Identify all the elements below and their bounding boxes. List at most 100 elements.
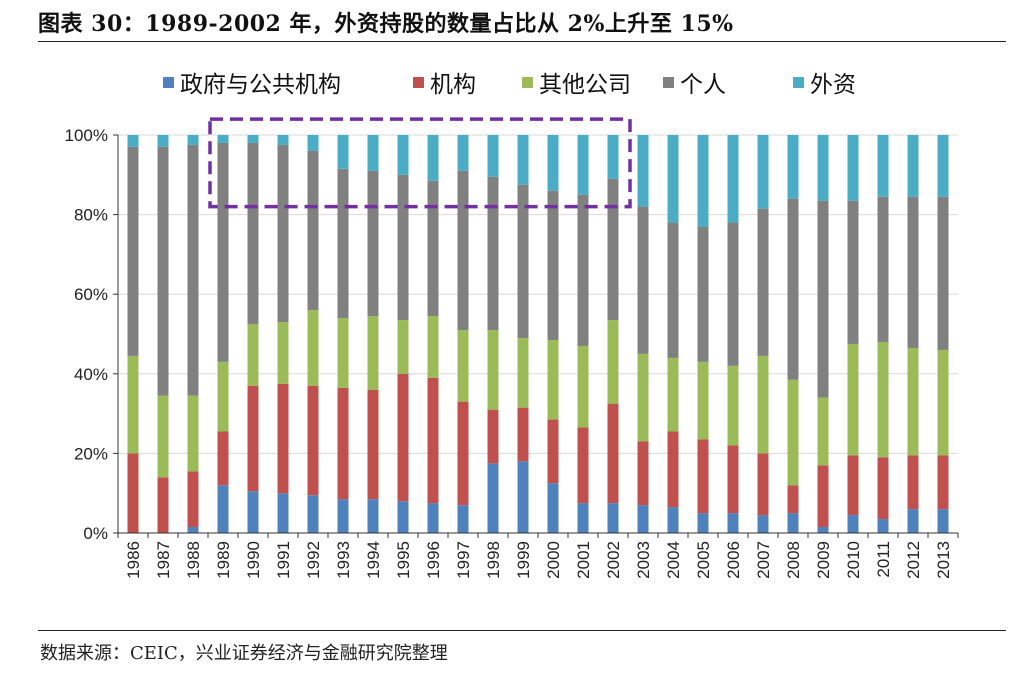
bar-segment-1994-s2: [367, 389, 379, 500]
x-tick-label-2004: 2004: [664, 541, 683, 579]
bar-segment-2007-s2: [757, 453, 769, 516]
bar-segment-2002-s3: [607, 320, 619, 404]
bar-segment-1991-s1: [277, 493, 289, 533]
bar-segment-1990-s2: [247, 385, 259, 492]
bar-segment-1996-s4: [427, 180, 439, 317]
x-tick-label-1995: 1995: [394, 541, 413, 579]
bar-segment-1999-s5: [517, 135, 529, 185]
y-tick-label: 0%: [83, 524, 108, 543]
y-tick-label: 80%: [74, 206, 108, 225]
x-tick-label-2007: 2007: [754, 541, 773, 579]
bar-segment-1989-s3: [217, 361, 229, 432]
chart-bars: [127, 135, 949, 533]
bar-segment-2008-s4: [787, 198, 799, 380]
bar-segment-1990-s3: [247, 324, 259, 386]
bar-segment-1993-s5: [337, 135, 349, 169]
bar-segment-1992-s3: [307, 310, 319, 386]
bar-segment-1987-s5: [157, 135, 169, 147]
x-tick-label-2002: 2002: [604, 541, 623, 579]
bar-segment-1987-s4: [157, 146, 169, 396]
bar-segment-1988-s1: [187, 527, 199, 533]
bar-segment-2001-s2: [577, 427, 589, 504]
bar-segment-2005-s1: [697, 513, 709, 533]
bar-segment-2010-s3: [847, 343, 859, 456]
bar-segment-2012-s4: [907, 196, 919, 348]
legend-label-4: 个人: [680, 72, 726, 98]
source-rule: [38, 630, 1006, 631]
bar-segment-2013-s4: [937, 196, 949, 350]
bar-segment-1986-s2: [127, 453, 139, 533]
bar-segment-2010-s2: [847, 455, 859, 516]
legend-swatch-5: [793, 77, 804, 88]
bar-segment-1987-s2: [157, 477, 169, 533]
x-tick-label-1988: 1988: [184, 541, 203, 579]
bar-segment-1995-s2: [397, 373, 409, 502]
bar-segment-2006-s4: [727, 222, 739, 366]
bar-segment-1998-s5: [487, 135, 499, 177]
bar-segment-2012-s3: [907, 347, 919, 456]
bar-segment-2010-s1: [847, 515, 859, 533]
bar-segment-2000-s5: [547, 135, 559, 191]
bar-segment-2008-s5: [787, 135, 799, 199]
bar-segment-2001-s1: [577, 503, 589, 533]
bar-segment-2006-s3: [727, 365, 739, 446]
bar-segment-1998-s2: [487, 409, 499, 464]
legend-label-2: 机构: [430, 72, 476, 98]
bar-segment-1989-s2: [217, 431, 229, 486]
bar-segment-2000-s1: [547, 483, 559, 533]
bar-segment-1991-s2: [277, 383, 289, 494]
bar-segment-1991-s3: [277, 322, 289, 384]
bar-segment-1989-s5: [217, 135, 229, 143]
chart-gridlines: [118, 134, 958, 454]
bar-segment-1994-s5: [367, 135, 379, 171]
legend-label-5: 外资: [810, 72, 856, 98]
bar-segment-1992-s4: [307, 150, 319, 311]
bar-segment-2012-s5: [907, 135, 919, 197]
bar-segment-1994-s4: [367, 170, 379, 317]
bar-segment-1999-s4: [517, 184, 529, 338]
bar-segment-2009-s5: [817, 135, 829, 201]
figure-title: 图表 30：1989-2002 年，外资持股的数量占比从 2%上升至 15%: [38, 11, 734, 37]
bar-segment-2003-s5: [637, 135, 649, 207]
bar-segment-2011-s5: [877, 135, 889, 197]
legend-label-1: 政府与公共机构: [180, 72, 341, 98]
y-tick-label: 20%: [74, 444, 108, 463]
bar-segment-1994-s3: [367, 316, 379, 390]
bar-segment-1990-s5: [247, 135, 259, 143]
bar-segment-1992-s1: [307, 495, 319, 533]
legend-swatch-2: [413, 77, 424, 88]
bar-segment-2010-s4: [847, 200, 859, 344]
bar-segment-2003-s4: [637, 206, 649, 354]
x-tick-label-2001: 2001: [574, 541, 593, 579]
x-tick-label-1991: 1991: [274, 541, 293, 579]
bar-segment-1996-s3: [427, 316, 439, 378]
bar-segment-1990-s4: [247, 142, 259, 325]
bar-segment-1991-s4: [277, 144, 289, 323]
bar-segment-1997-s4: [457, 170, 469, 331]
bar-segment-2010-s5: [847, 135, 859, 201]
x-tick-label-1990: 1990: [244, 541, 263, 579]
bar-segment-2004-s5: [667, 135, 679, 223]
bar-segment-1994-s1: [367, 499, 379, 533]
bar-segment-1997-s5: [457, 135, 469, 171]
bar-segment-2004-s1: [667, 507, 679, 533]
legend-swatch-3: [522, 77, 533, 88]
legend-label-3: 其他公司: [539, 72, 631, 98]
bar-segment-2013-s1: [937, 509, 949, 533]
bar-segment-1996-s1: [427, 503, 439, 533]
bar-segment-2002-s4: [607, 178, 619, 321]
x-tick-label-2003: 2003: [634, 541, 653, 579]
bar-segment-1993-s2: [337, 387, 349, 500]
x-tick-label-2012: 2012: [904, 541, 923, 579]
bar-segment-2008-s2: [787, 485, 799, 514]
bar-segment-2003-s1: [637, 505, 649, 533]
bar-segment-1998-s4: [487, 176, 499, 331]
highlight-dashed-box: [208, 117, 632, 209]
bar-segment-2002-s2: [607, 403, 619, 504]
x-tick-label-2010: 2010: [844, 541, 863, 579]
bar-segment-2012-s2: [907, 455, 919, 510]
bar-segment-1997-s3: [457, 330, 469, 402]
bar-segment-2009-s4: [817, 200, 829, 398]
x-tick-label-1987: 1987: [154, 541, 173, 579]
x-tick-label-1994: 1994: [364, 541, 383, 579]
